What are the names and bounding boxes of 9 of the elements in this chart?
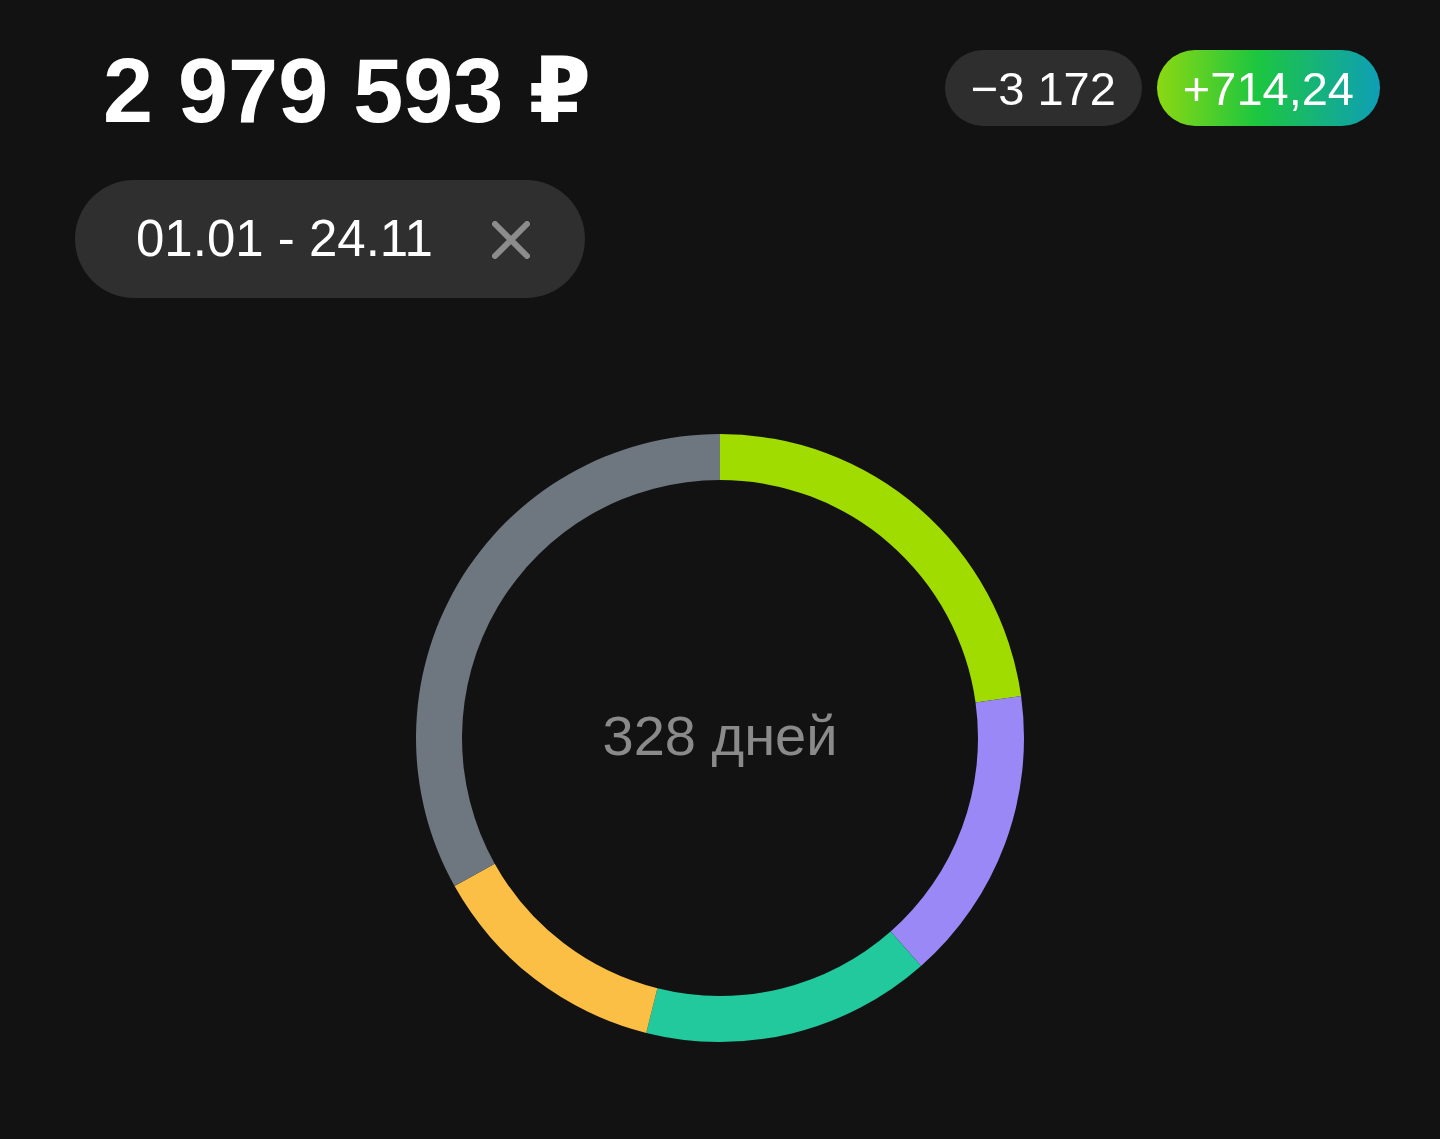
donut-slice <box>454 863 658 1033</box>
text: 328 дней <box>602 704 838 767</box>
donut-slice <box>646 931 922 1042</box>
donut-slice <box>890 696 1024 967</box>
donut-slice <box>720 434 1022 703</box>
text: +714,24 <box>1156 50 1380 126</box>
chart-title: 2 979 593 ₽ <box>103 41 592 141</box>
chart-subtitle: 01.01 - 24.11 <box>136 209 433 269</box>
text: −3 172 <box>944 50 1142 126</box>
